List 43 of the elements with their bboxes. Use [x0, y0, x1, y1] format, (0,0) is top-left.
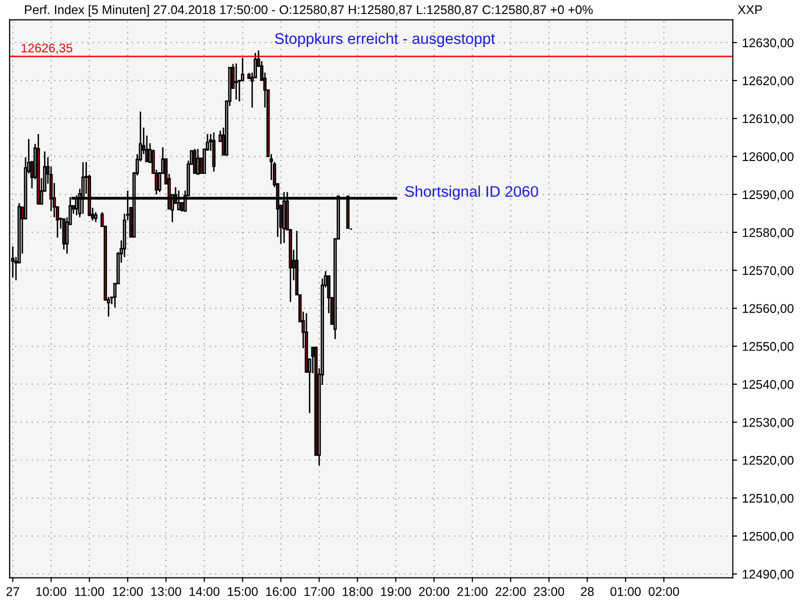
x-tick-label: 18:00: [342, 587, 373, 596]
x-tick-label: 20:00: [419, 587, 450, 596]
y-tick-label: 12610,00: [742, 114, 794, 125]
annotation: Stoppkurs erreicht - ausgestoppt: [274, 32, 495, 48]
x-tick-label: 28: [580, 587, 594, 596]
x-tick-label: 19:00: [381, 587, 411, 596]
chart-title: Perf. Index [5 Minuten] 27.04.2018 17:50:00 - O:12580,87 H:12580,87 L:12580,87 C:12580,87 +0 +0%: [25, 4, 593, 17]
candlestick: [234, 62, 238, 100]
y-tick-label: 12580,00: [742, 228, 794, 238]
y-tick-label: 12490,00: [742, 570, 794, 580]
candlestick: [193, 148, 196, 174]
y-tick-label: 12560,00: [742, 304, 794, 314]
x-tick-label: 01:00: [610, 587, 641, 596]
x-tick-label: 13:00: [151, 587, 182, 596]
y-tick-label: 12630,00: [742, 38, 794, 49]
y-tick-label: 12620,00: [742, 76, 794, 87]
candlestick: [240, 57, 244, 82]
y-tick-label: 12600,00: [742, 152, 794, 163]
x-tick-label: 23:00: [534, 587, 564, 596]
x-tick-label: 12:00: [113, 587, 143, 596]
y-tick-label: 12590,00: [742, 190, 794, 201]
x-tick-label: 14:00: [190, 587, 220, 596]
y-tick-label: 12540,00: [742, 380, 794, 390]
candlestick: [94, 212, 98, 223]
y-tick-label: 12550,00: [742, 342, 794, 352]
x-tick-label: 02:00: [648, 587, 680, 596]
x-tick-label: 10:00: [36, 587, 66, 596]
x-tick-label: 16:00: [266, 587, 296, 596]
candlestick: [196, 148, 200, 176]
x-tick-label: 15:00: [228, 587, 258, 596]
x-tick-label: 22:00: [496, 587, 526, 596]
ref-line-label: 12626,35: [22, 44, 72, 54]
y-tick-label: 12500,00: [742, 532, 794, 542]
text: XXP: [738, 5, 762, 14]
y-tick-label: 12530,00: [742, 418, 794, 428]
annotation: Shortsignal ID 2060: [405, 186, 538, 200]
y-tick-label: 12520,00: [742, 456, 794, 466]
x-tick-label: 11:00: [75, 587, 104, 596]
y-tick-label: 12570,00: [742, 266, 794, 276]
x-tick-label: 21:00: [457, 587, 488, 596]
y-tick-label: 12510,00: [742, 494, 794, 504]
x-tick-label: 27: [6, 587, 20, 596]
x-tick-label: 17:00: [304, 587, 334, 596]
